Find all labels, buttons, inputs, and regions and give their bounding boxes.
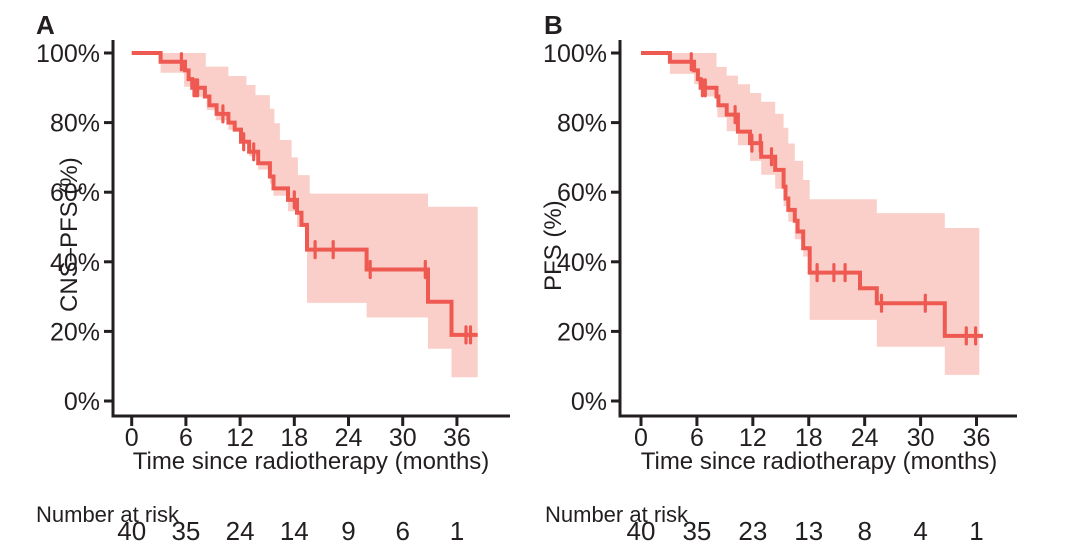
- risk-count-row: 40 35 24 14 9 6 1: [117, 516, 464, 546]
- y-axis-title-cns-pfs: CNS–PFS (%): [56, 157, 83, 312]
- x-axis-title: Time since radiotherapy (months): [132, 448, 490, 475]
- y-tick-label: 60%: [50, 179, 100, 207]
- confidence-band: [641, 53, 980, 375]
- risk-count: 8: [857, 516, 871, 546]
- x-tick-label: 36: [963, 424, 991, 452]
- y-tick-label: 40%: [557, 249, 607, 277]
- x-tick-label: 30: [389, 424, 417, 452]
- panel-label-a: A: [36, 10, 55, 40]
- risk-count: 4: [913, 516, 927, 546]
- risk-count: 35: [171, 516, 200, 546]
- x-tick-label: 6: [179, 424, 193, 452]
- y-tick-label: 60%: [557, 179, 607, 207]
- risk-count: 1: [969, 516, 983, 546]
- x-tick-label: 24: [851, 424, 879, 452]
- y-tick-label: 100%: [543, 40, 607, 68]
- number-at-risk-heading: Number at risk: [36, 502, 180, 527]
- risk-count: 35: [682, 516, 711, 546]
- y-tick-label: 40%: [50, 249, 100, 277]
- x-tick-label: 30: [907, 424, 935, 452]
- y-tick-label: 0%: [571, 388, 607, 416]
- km-curve: [131, 51, 478, 337]
- panel-a: 0% 20% 40% 60% 80% 100% 0 6 12 18 24 30 36 40 35 24 14 9 6…: [36, 10, 510, 546]
- x-tick-label: 18: [280, 424, 308, 452]
- risk-count: 1: [450, 516, 464, 546]
- y-tick-label: 0%: [64, 388, 100, 416]
- confidence-band: [131, 53, 478, 378]
- risk-count: 24: [226, 516, 255, 546]
- km-curve: [641, 51, 983, 338]
- censor-marks: [689, 52, 978, 346]
- panel-b: 0% 20% 40% 60% 80% 100% 0 6 12 18 24 30 36 40 35 23 13 8 4…: [540, 0, 1080, 551]
- y-tick-label: 80%: [50, 110, 100, 138]
- x-tick-label: 24: [335, 424, 363, 452]
- x-axis-title: Time since radiotherapy (months): [640, 448, 998, 475]
- x-tick-label: 0: [634, 424, 648, 452]
- y-tick-label: 80%: [557, 110, 607, 138]
- risk-count: 13: [794, 516, 823, 546]
- risk-count: 6: [395, 516, 409, 546]
- y-tick-group: 0% 20% 40% 60% 80% 100%: [36, 40, 113, 416]
- x-tick-label: 36: [443, 424, 471, 452]
- panel-label-b: B: [544, 10, 563, 40]
- y-tick-label: 100%: [36, 40, 100, 68]
- x-tick-label: 0: [125, 424, 139, 452]
- y-axis-title-pfs: PFS (%): [540, 200, 567, 291]
- risk-count: 40: [627, 516, 656, 546]
- x-tick-group: 0 6 12 18 24 30 36: [634, 416, 990, 452]
- risk-count: 23: [738, 516, 767, 546]
- y-tick-group: 0% 20% 40% 60% 80% 100%: [543, 40, 620, 416]
- censor-marks: [179, 52, 473, 345]
- risk-count-row: 40 35 23 13 8 4 1: [627, 516, 984, 546]
- risk-count: 14: [280, 516, 309, 546]
- x-tick-group: 0 6 12 18 24 30 36: [125, 416, 471, 452]
- y-tick-label: 20%: [557, 318, 607, 346]
- number-at-risk-heading: Number at risk: [545, 502, 689, 527]
- x-tick-label: 18: [795, 424, 823, 452]
- risk-count: 40: [117, 516, 146, 546]
- km-chart-cns-pfs: 0% 20% 40% 60% 80% 100% 0 6 12 18 24 30 36 40 35 24 14 9 6…: [36, 40, 510, 546]
- x-tick-label: 12: [739, 424, 767, 452]
- risk-count: 9: [341, 516, 355, 546]
- x-tick-label: 12: [226, 424, 254, 452]
- x-tick-label: 6: [690, 424, 704, 452]
- y-tick-label: 20%: [50, 318, 100, 346]
